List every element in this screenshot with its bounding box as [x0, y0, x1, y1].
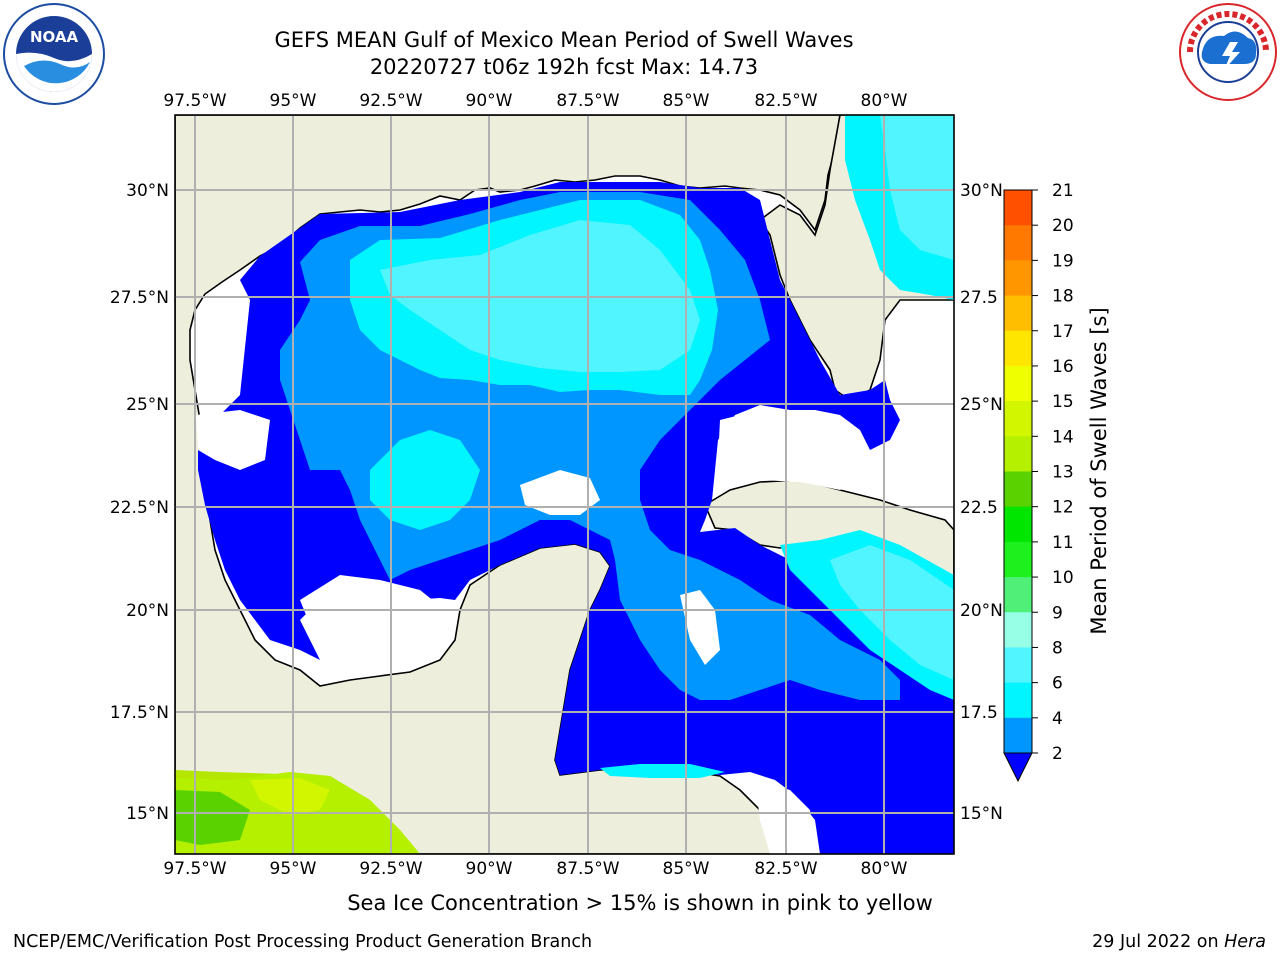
- lat-tick-right: 22.5: [960, 498, 998, 518]
- colorbar-tick-label: 17: [1052, 322, 1074, 342]
- lat-tick-right: 25°N: [960, 395, 1003, 415]
- colorbar-tick-label: 4: [1052, 709, 1063, 729]
- lon-ticks-bottom: 97.5°W 95°W 92.5°W 90°W 87.5°W 85°W 82.5…: [163, 859, 907, 879]
- nws-logo: [1179, 3, 1277, 101]
- colorbar-tick-label: 2: [1052, 744, 1063, 764]
- colorbar-segment: [1004, 401, 1032, 437]
- lon-tick-top: 95°W: [270, 91, 317, 111]
- lat-tick-left: 22.5°N: [110, 498, 169, 518]
- lon-tick-bottom: 95°W: [270, 859, 317, 879]
- colorbar-extend-triangle: [1003, 752, 1033, 783]
- colorbar-tick-label: 20: [1052, 216, 1074, 236]
- colorbar-segment: [1004, 260, 1032, 297]
- lon-tick-top: 90°W: [466, 91, 513, 111]
- lat-tick-right: 27.5: [960, 288, 998, 308]
- colorbar-tick-label: 12: [1052, 498, 1074, 518]
- colorbar-segment: [1004, 225, 1032, 261]
- colorbar-segment: [1004, 295, 1032, 332]
- map-gridlines: [175, 115, 954, 854]
- colorbar-label: Mean Period of Swell Waves [s]: [1087, 307, 1111, 634]
- colorbar-tick-label: 18: [1052, 287, 1074, 307]
- colorbar-segment: [1004, 436, 1032, 472]
- lat-tick-right: 30°N: [960, 181, 1003, 201]
- footer-host: Hera: [1224, 932, 1266, 952]
- lat-tick-left: 27.5°N: [110, 288, 169, 308]
- colorbar-segment: [1004, 612, 1032, 648]
- colorbar-segment: [1004, 717, 1032, 754]
- lat-ticks-right: 30°N 27.5 25°N 22.5 20°N 17.5 15°N: [960, 181, 1003, 824]
- footer-left: NCEP/EMC/Verification Post Processing Pr…: [13, 932, 593, 952]
- colorbar-segment: [1004, 190, 1032, 226]
- lat-tick-right: 15°N: [960, 804, 1003, 824]
- colorbar: 21 20 19 18 17 16 15 14 13 12 11 10 9 8 6 4 2: [1003, 181, 1074, 783]
- lon-tick-bottom: 92.5°W: [359, 859, 422, 879]
- colorbar-tick-label: 8: [1052, 638, 1063, 658]
- sea-ice-note: Sea Ice Concentration > 15% is shown in …: [0, 891, 1280, 915]
- colorbar-segment: [1004, 365, 1032, 402]
- lon-tick-bottom: 82.5°W: [754, 859, 817, 879]
- colorbar-segment: [1004, 682, 1032, 719]
- colorbar-segment: [1004, 330, 1032, 367]
- lon-ticks-top: 97.5°W 95°W 92.5°W 90°W 87.5°W 85°W 82.5…: [163, 91, 907, 111]
- lat-tick-left: 15°N: [126, 804, 169, 824]
- lat-tick-left: 25°N: [126, 395, 169, 415]
- lat-tick-left: 20°N: [126, 601, 169, 621]
- colorbar-tick-label: 10: [1052, 568, 1074, 588]
- map-area: [175, 115, 954, 854]
- map-title: GEFS MEAN Gulf of Mexico Mean Period of …: [274, 28, 854, 52]
- colorbar-tick-label: 19: [1052, 251, 1074, 271]
- lon-tick-bottom: 80°W: [861, 859, 908, 879]
- footer-date: 29 Jul 2022 on: [1092, 932, 1219, 952]
- lon-tick-top: 97.5°W: [163, 91, 226, 111]
- sea-ice-note-text: Sea Ice Concentration > 15% is shown in …: [347, 891, 933, 915]
- colorbar-segment: [1004, 471, 1032, 508]
- colorbar-tick-label: 9: [1052, 603, 1063, 623]
- lon-tick-top: 82.5°W: [754, 91, 817, 111]
- colorbar-tick-label: 13: [1052, 463, 1074, 483]
- colorbar-tick-label: 16: [1052, 357, 1074, 377]
- colorbar-tick-label: 15: [1052, 392, 1074, 412]
- lat-tick-right: 17.5: [960, 703, 998, 723]
- colorbar-tick-label: 11: [1052, 533, 1074, 553]
- footer-right: 29 Jul 2022 on Hera: [1092, 932, 1266, 952]
- lat-ticks-left: 30°N 27.5°N 25°N 22.5°N 20°N 17.5°N 15°N: [110, 181, 169, 824]
- colorbar-segment: [1004, 577, 1032, 613]
- lon-tick-top: 80°W: [861, 91, 908, 111]
- colorbar-tick-label: 14: [1052, 427, 1074, 447]
- lon-tick-top: 85°W: [663, 91, 710, 111]
- noaa-logo: NOAA: [3, 3, 105, 105]
- colorbar-tick-label: 6: [1052, 674, 1063, 694]
- lat-tick-left: 17.5°N: [110, 703, 169, 723]
- lat-tick-left: 30°N: [126, 181, 169, 201]
- lon-tick-top: 87.5°W: [556, 91, 619, 111]
- lon-tick-top: 92.5°W: [359, 91, 422, 111]
- lon-tick-bottom: 90°W: [466, 859, 513, 879]
- colorbar-segment: [1004, 506, 1032, 543]
- map-subtitle: 20220727 t06z 192h fcst Max: 14.73: [369, 55, 759, 79]
- lat-tick-right: 20°N: [960, 601, 1003, 621]
- lon-tick-bottom: 87.5°W: [556, 859, 619, 879]
- colorbar-segment: [1004, 541, 1032, 578]
- lon-tick-bottom: 97.5°W: [163, 859, 226, 879]
- colorbar-segment: [1004, 647, 1032, 684]
- lon-tick-bottom: 85°W: [663, 859, 710, 879]
- colorbar-tick-label: 21: [1052, 181, 1074, 201]
- noaa-logo-text: NOAA: [30, 28, 79, 46]
